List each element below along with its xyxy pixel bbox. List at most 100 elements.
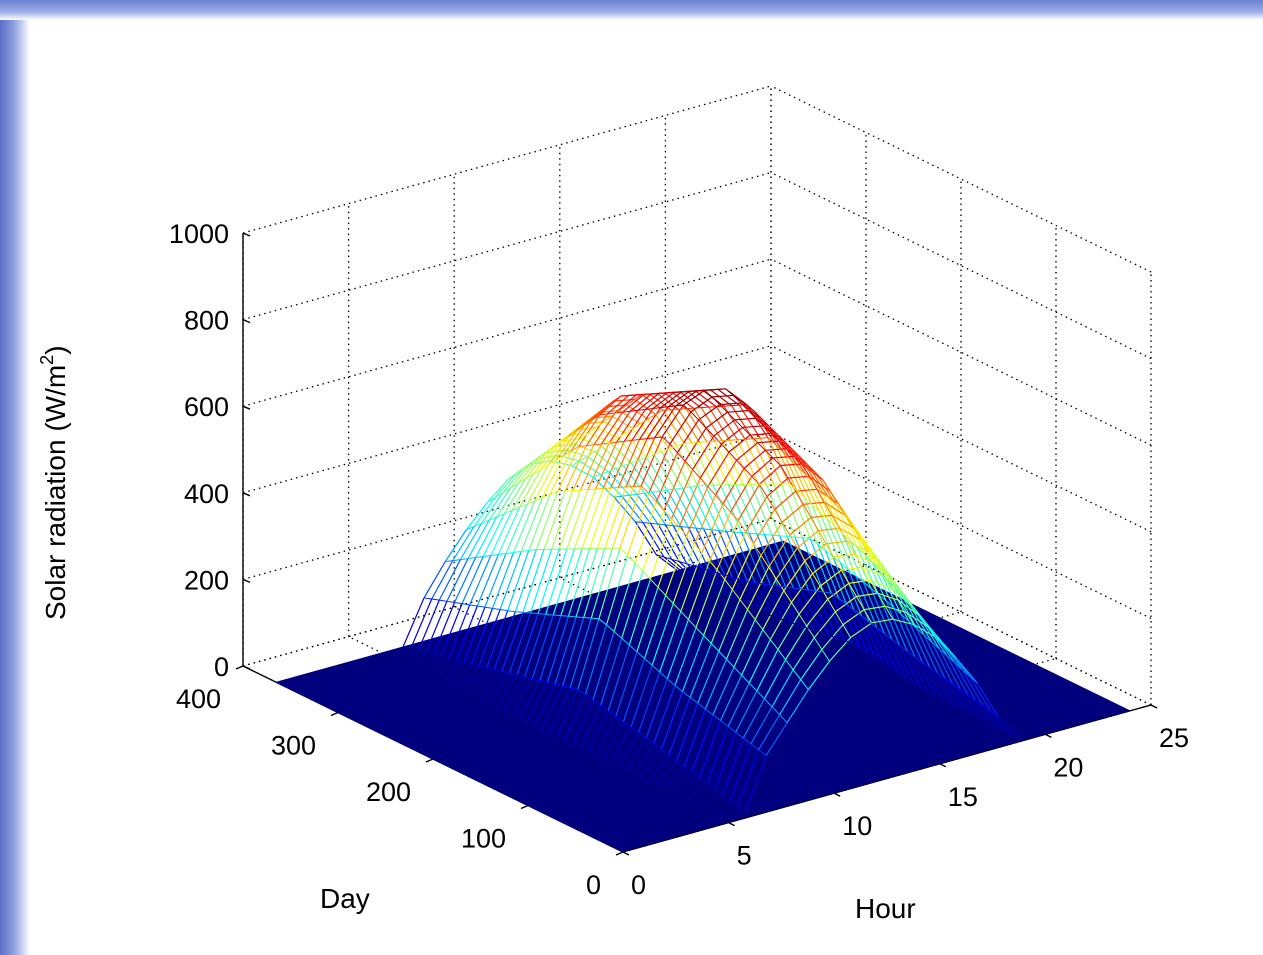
surface-day-line xyxy=(923,634,946,679)
surface-day-line xyxy=(735,484,758,535)
surface-hour-line xyxy=(834,525,843,534)
surface-hour-line xyxy=(840,562,849,570)
surface-day-line xyxy=(869,579,892,589)
surface-hour-line xyxy=(516,674,525,678)
surface-day-line xyxy=(487,673,510,706)
surface-hour-line xyxy=(547,459,557,466)
surface-hour-line xyxy=(731,589,741,600)
surface-hour-line xyxy=(663,556,672,560)
surface-day-line xyxy=(770,433,793,450)
surface-hour-line xyxy=(555,455,564,461)
surface-day-line xyxy=(621,571,644,639)
surface-hour-line xyxy=(706,783,715,791)
surface-day-line xyxy=(710,589,733,644)
surface-day-line xyxy=(796,530,819,549)
surface-hour-line xyxy=(914,656,923,663)
surface-day-line xyxy=(785,625,808,660)
surface-day-line xyxy=(946,655,969,696)
surface-hour-line xyxy=(649,392,658,395)
surface-day-line xyxy=(657,523,680,562)
surface-hour-line xyxy=(775,443,784,453)
surface-day-line xyxy=(777,585,800,626)
surface-hour-line xyxy=(929,667,938,674)
surface-hour-line xyxy=(705,427,715,437)
surface-day-line xyxy=(638,671,661,733)
surface-hour-line xyxy=(781,521,791,536)
surface-day-line xyxy=(681,635,705,692)
surface-hour-line xyxy=(800,588,809,591)
surface-hour-line xyxy=(856,596,865,610)
surface-day-line xyxy=(754,578,777,620)
surface-day-line xyxy=(602,441,625,489)
surface-day-line xyxy=(952,683,975,716)
surface-day-line xyxy=(501,612,524,672)
surface-hour-line xyxy=(562,685,571,689)
surface-day-line xyxy=(469,555,492,606)
surface-hour-line xyxy=(823,591,832,594)
surface-hour-line xyxy=(879,571,889,581)
surface-hour-line xyxy=(813,637,823,650)
y-axis-label: Day xyxy=(320,883,370,914)
surface-hour-line xyxy=(707,440,715,443)
surface-hour-line xyxy=(583,617,592,619)
surface-hour-line xyxy=(813,482,822,491)
surface-day-line xyxy=(432,602,456,655)
y-tick-label: 200 xyxy=(366,777,411,807)
surface-day-line xyxy=(493,611,516,670)
surface-hour-line xyxy=(640,418,649,425)
surface-hour-line xyxy=(578,445,587,448)
surface-hour-line xyxy=(889,574,898,586)
surface-day-line xyxy=(455,605,478,661)
surface-day-line xyxy=(917,614,940,650)
surface-day-line xyxy=(786,689,809,723)
surface-day-line xyxy=(868,621,891,669)
surface-hour-line xyxy=(755,417,764,427)
surface-day-line xyxy=(990,711,1013,735)
surface-hour-line xyxy=(842,624,852,638)
surface-hour-line xyxy=(798,613,808,627)
surface-hour-line xyxy=(618,404,628,411)
surface-mesh xyxy=(389,388,1020,821)
surface-day-line xyxy=(448,604,471,659)
surface-day-line xyxy=(795,488,817,492)
surface-hour-line xyxy=(724,579,733,590)
surface-day-line xyxy=(756,649,779,692)
surface-day-line xyxy=(581,488,604,549)
surface-day-line xyxy=(470,608,494,665)
surface-hour-line xyxy=(946,655,955,663)
surface-hour-line xyxy=(634,394,643,400)
surface-hour-line xyxy=(530,612,539,615)
surface-hour-line xyxy=(553,440,563,448)
surface-day-line xyxy=(746,566,770,610)
surface-hour-line xyxy=(791,622,800,626)
surface-day-line xyxy=(768,534,791,568)
surface-day-line xyxy=(788,483,811,539)
surface-hour-line xyxy=(638,456,647,461)
surface-hour-line xyxy=(653,743,662,750)
surface-day-line xyxy=(891,639,914,684)
surface-hour-line xyxy=(838,597,847,605)
surface-hour-line xyxy=(770,584,779,587)
surface-hour-line xyxy=(630,409,638,412)
surface-hour-line xyxy=(682,691,691,698)
surface-hour-line xyxy=(452,559,461,562)
surface-hour-line xyxy=(799,456,808,465)
surface-hour-line xyxy=(501,671,510,674)
surface-day-line xyxy=(786,536,809,591)
surface-day-line xyxy=(752,509,776,544)
surface-day-line xyxy=(714,459,738,496)
surface-hour-line xyxy=(591,414,601,421)
surface-day-line xyxy=(845,603,869,654)
surface-hour-line xyxy=(770,433,780,442)
surface-hour-line xyxy=(734,531,742,534)
surface-hour-line xyxy=(652,490,660,493)
surface-hour-line xyxy=(894,588,904,598)
surface-hour-line xyxy=(829,635,838,639)
x-tick-label: 10 xyxy=(842,811,872,841)
surface-hour-line xyxy=(635,521,643,523)
surface-hour-line xyxy=(846,603,855,611)
surface-hour-line xyxy=(940,640,949,650)
surface-hour-line xyxy=(792,669,802,680)
surface-hour-line xyxy=(741,674,750,684)
